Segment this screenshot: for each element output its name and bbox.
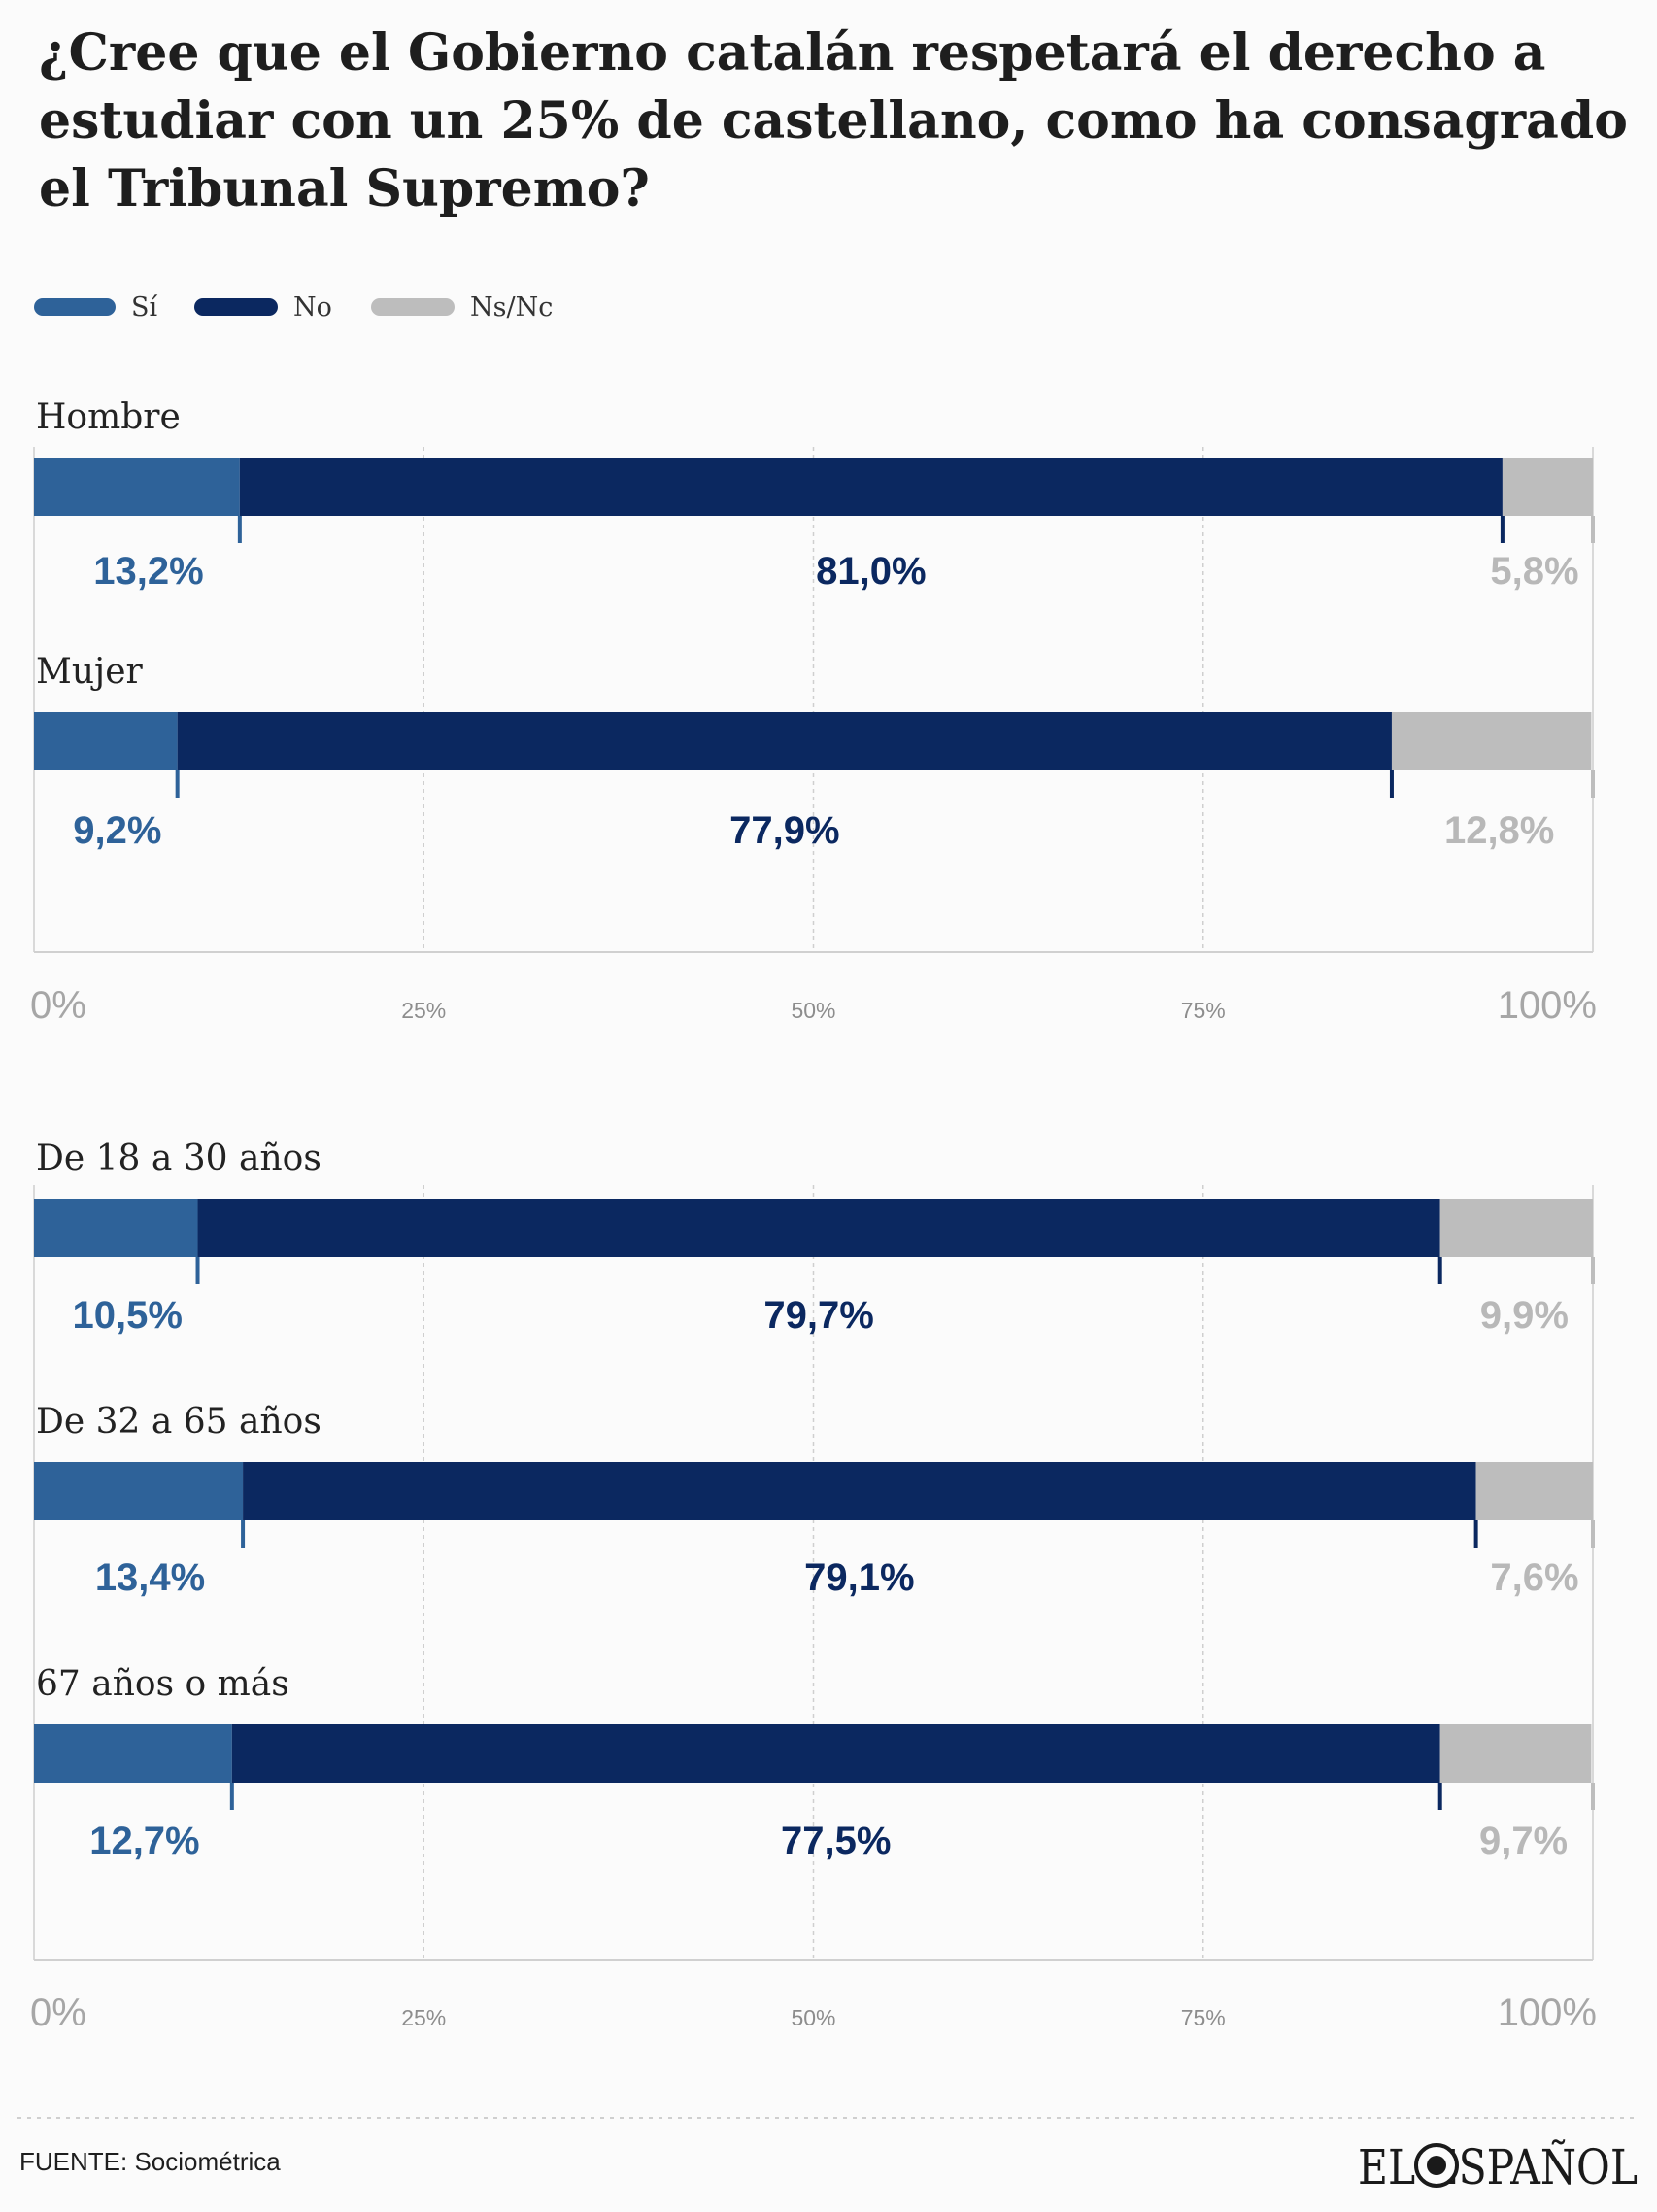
x-tick-label: 50% (791, 998, 835, 1023)
x-tick-label: 75% (1181, 998, 1226, 1023)
x-tick-label: 0% (30, 1991, 86, 2034)
category-label: 67 años o más (36, 1664, 289, 1704)
bar-segment (34, 1724, 232, 1783)
bar-segment (1439, 1199, 1593, 1257)
bar-segment (177, 712, 1392, 770)
value-label: 9,9% (1480, 1294, 1569, 1337)
bar-segment (1391, 712, 1592, 770)
bar-segment (34, 1199, 198, 1257)
el-espanol-logo: EL ESPAÑOL (1358, 2138, 1638, 2195)
x-tick-label: 50% (791, 2005, 835, 2030)
legend-swatch-si (34, 298, 116, 316)
x-tick-label: 75% (1181, 2005, 1226, 2030)
value-label: 79,7% (763, 1294, 873, 1337)
x-tick-label: 0% (30, 984, 86, 1027)
title-line-1: ¿Cree que el Gobierno catalán respetará … (39, 23, 1545, 83)
bar-segment (1475, 1462, 1593, 1520)
value-label: 9,7% (1479, 1820, 1568, 1862)
value-label: 77,9% (729, 809, 839, 852)
bar-segment (231, 1724, 1440, 1783)
value-label: 9,2% (73, 809, 161, 852)
legend-swatch-no (194, 298, 278, 316)
x-tick-label: 25% (401, 2005, 446, 2030)
value-label: 10,5% (73, 1294, 183, 1337)
value-label: 13,2% (93, 550, 203, 593)
legend: Sí No Ns/Nc (34, 292, 553, 323)
bar-segment (197, 1199, 1440, 1257)
category-label: Hombre (36, 397, 181, 437)
source-text: FUENTE: Sociométrica (19, 2147, 281, 2176)
x-tick-label: 100% (1498, 984, 1597, 1027)
chart-title: ¿Cree que el Gobierno catalán respetará … (39, 23, 1628, 219)
value-label: 81,0% (816, 550, 926, 593)
logo-text: EL ESPAÑOL (1358, 2138, 1638, 2195)
category-label: De 32 a 65 años (36, 1402, 321, 1442)
value-label: 12,7% (89, 1820, 199, 1862)
value-label: 77,5% (781, 1820, 891, 1862)
bar-segment (34, 1462, 244, 1520)
value-label: 79,1% (804, 1556, 914, 1599)
legend-label-nsnc: Ns/Nc (470, 292, 553, 323)
lion-emblem-inner (1427, 2156, 1446, 2175)
title-line-3: el Tribunal Supremo? (39, 159, 650, 219)
value-label: 12,8% (1444, 809, 1554, 852)
value-label: 5,8% (1490, 550, 1578, 593)
legend-label-si: Sí (131, 292, 157, 323)
bar-segment (239, 458, 1503, 516)
bar-segment (34, 458, 240, 516)
legend-label-no: No (293, 292, 332, 323)
bar-segment (34, 712, 178, 770)
bar-segment (243, 1462, 1476, 1520)
value-label: 7,6% (1490, 1556, 1578, 1599)
bar-segment (1439, 1724, 1592, 1783)
x-tick-label: 25% (401, 998, 446, 1023)
chart-panel-gender: 0% 25% 50% 75% 100% Hombre 13,2% 81,0% 5,8% Mujer… (30, 397, 1597, 1027)
category-label: Mujer (36, 652, 144, 692)
x-tick-label: 100% (1498, 1991, 1597, 2034)
bar-segment (1502, 458, 1593, 516)
chart-panel-age: 0% 25% 50% 75% 100% De 18 a 30 años 10,5% 79,7%… (30, 1139, 1597, 2034)
legend-swatch-nsnc (371, 298, 455, 316)
value-label: 13,4% (95, 1556, 205, 1599)
title-line-2: estudiar con un 25% de castellano, como … (39, 91, 1628, 151)
category-label: De 18 a 30 años (36, 1139, 321, 1178)
